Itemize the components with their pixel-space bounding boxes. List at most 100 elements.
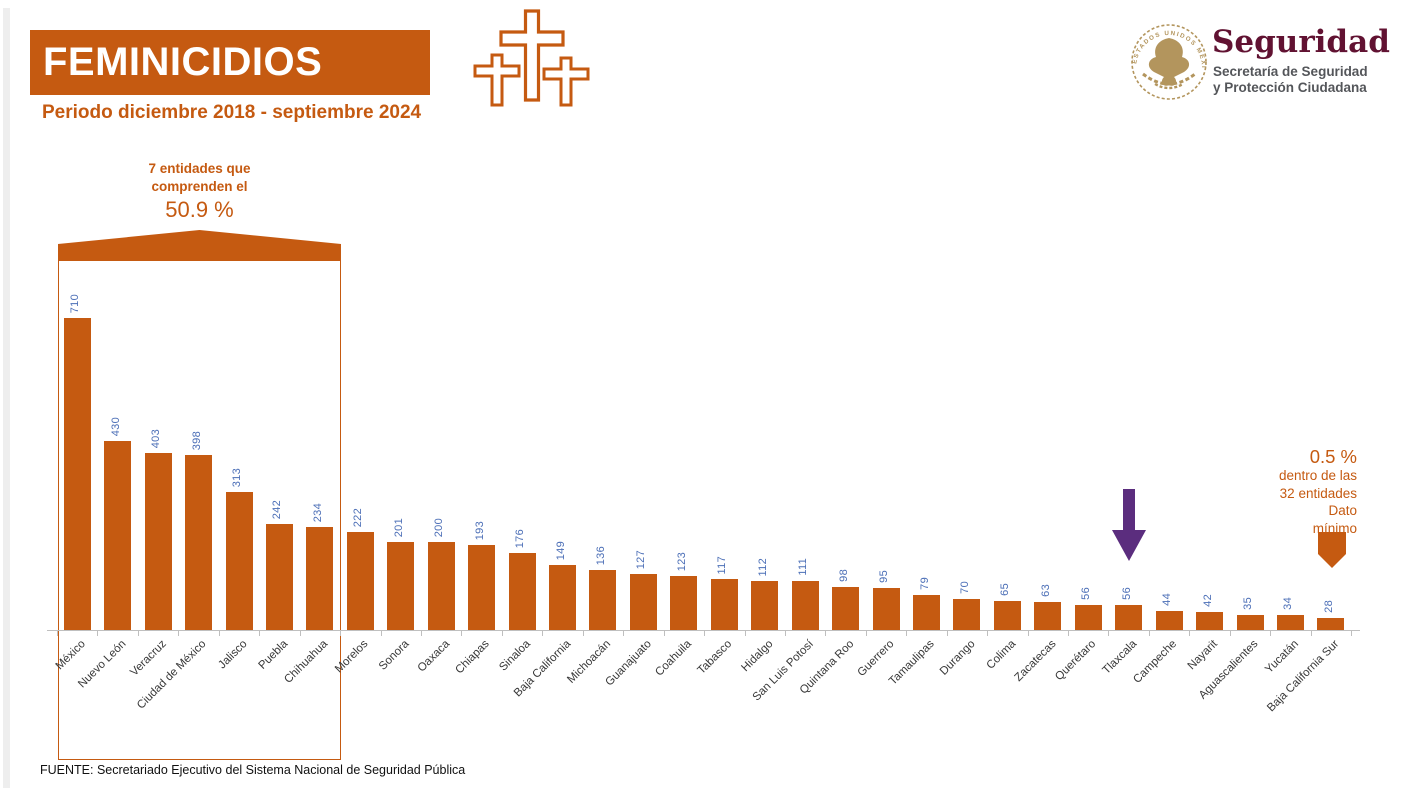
axis-tick <box>1108 630 1110 636</box>
bar-Campeche <box>1155 611 1183 630</box>
axis-tick <box>744 630 746 636</box>
bar-Morelos <box>346 532 374 630</box>
category-label: Sonora <box>376 638 412 673</box>
bar-value-label: 123 <box>675 551 688 571</box>
bar-Veracruz <box>144 453 172 630</box>
category-label: Querétaro <box>1053 638 1099 684</box>
bar-value-label: 136 <box>594 545 607 565</box>
axis-tick <box>461 630 463 636</box>
axis-tick <box>421 630 422 636</box>
bar-Querétaro <box>1074 605 1102 630</box>
category-label: Sinaloa <box>496 638 533 674</box>
slide-edge-strip <box>3 8 10 788</box>
category-label: Hidalgo <box>739 638 776 675</box>
category-label: Durango <box>937 638 978 678</box>
bar-value-label: 313 <box>231 467 243 487</box>
three-crosses-icon <box>473 9 590 107</box>
category-label: Oaxaca <box>415 638 452 675</box>
minimum-annotation-line4: Dato <box>1328 503 1357 518</box>
axis-tick <box>1148 630 1150 636</box>
bar-Colima <box>993 601 1021 630</box>
category-label: Chiapas <box>453 638 493 677</box>
category-label: Zacatecas <box>1012 638 1059 685</box>
bar-value-label: 127 <box>635 549 648 569</box>
axis-tick <box>1310 630 1312 636</box>
x-axis-line <box>47 630 1360 631</box>
bar-Hidalgo <box>751 581 779 630</box>
category-label: Coahuila <box>653 638 695 679</box>
bar-value-label: 234 <box>311 502 324 522</box>
axis-tick <box>380 630 382 636</box>
bar-value-label: 56 <box>1120 587 1133 600</box>
bar-value-label: 149 <box>554 540 567 560</box>
bar-value-label: 111 <box>797 558 810 576</box>
minimum-annotation-line2: dentro de las <box>1278 468 1357 483</box>
minimum-annotation-line5: mínimo <box>1312 520 1357 536</box>
bar-Guerrero <box>872 588 900 630</box>
axis-tick <box>946 630 948 636</box>
top7-annotation-percentage: 50.9 % <box>165 197 234 222</box>
bar-value-label: 710 <box>69 293 82 313</box>
category-label: Nayarit <box>1185 638 1220 673</box>
axis-tick <box>825 630 827 636</box>
axis-tick <box>1068 630 1069 636</box>
axis-tick <box>178 630 180 636</box>
axis-tick <box>865 630 867 636</box>
bar-México <box>63 318 91 630</box>
bar-Sinaloa <box>508 553 536 630</box>
bar-Tlaxcala <box>1115 605 1143 630</box>
axis-tick <box>57 630 58 636</box>
department-line1: Secretaría de Seguridad <box>1213 64 1368 79</box>
bar-value-label: 112 <box>756 557 769 576</box>
bar-Nayarit <box>1196 612 1223 630</box>
bar-Tabasco <box>710 579 738 630</box>
bar-Oaxaca <box>427 542 455 630</box>
bar-value-label: 117 <box>716 555 729 574</box>
bar-value-label: 63 <box>1039 584 1052 597</box>
axis-tick <box>299 630 301 636</box>
category-label: Tlaxcala <box>1100 638 1140 677</box>
bar-value-label: 430 <box>109 416 122 436</box>
department-name: Secretaría de Seguridad y Protección Ciu… <box>1213 64 1368 95</box>
category-label: Tabasco <box>696 638 735 677</box>
title-banner: FEMINICIDIOS <box>30 30 430 95</box>
bar-value-label: 193 <box>473 520 486 540</box>
bar-value-label: 28 <box>1322 600 1335 613</box>
bar-value-label: 35 <box>1242 597 1254 610</box>
brand-wordmark: Seguridad <box>1212 24 1390 60</box>
bar-San Luis Potosí <box>791 581 819 630</box>
axis-tick <box>340 630 342 636</box>
bar-Sonora <box>387 542 415 630</box>
bar-Zacatecas <box>1034 602 1062 630</box>
bar-Tamaulipas <box>913 595 940 630</box>
bar-Michoacán <box>589 570 617 630</box>
axis-tick <box>137 630 139 636</box>
top7-annotation-line2: comprenden el <box>151 179 248 194</box>
period-subtitle: Periodo diciembre 2018 - septiembre 2024 <box>42 102 422 123</box>
bar-value-label: 65 <box>999 583 1012 596</box>
bar-value-label: 242 <box>271 499 284 519</box>
axis-tick <box>542 630 544 636</box>
bar-Aguascalientes <box>1236 615 1264 630</box>
bar-value-label: 34 <box>1282 597 1295 610</box>
axis-tick <box>501 630 503 636</box>
department-line2: y Protección Ciudadana <box>1213 79 1367 95</box>
axis-tick <box>987 630 989 636</box>
bar-value-label: 42 <box>1201 594 1214 607</box>
bar-Quintana Roo <box>832 587 860 630</box>
axis-tick <box>97 630 99 636</box>
axis-tick <box>784 630 786 636</box>
bar-value-label: 98 <box>837 569 850 582</box>
axis-tick <box>1189 630 1191 636</box>
minimum-down-arrow-icon <box>1318 532 1346 568</box>
bar-Yucatán <box>1276 615 1304 630</box>
bar-Baja California <box>549 565 576 630</box>
axis-tick <box>704 630 705 636</box>
bar-value-label: 95 <box>878 570 890 583</box>
axis-tick <box>1351 630 1353 636</box>
axis-tick <box>906 630 908 636</box>
category-label: Yucatán <box>1263 638 1301 676</box>
bar-Puebla <box>265 524 293 630</box>
axis-tick <box>623 630 625 636</box>
